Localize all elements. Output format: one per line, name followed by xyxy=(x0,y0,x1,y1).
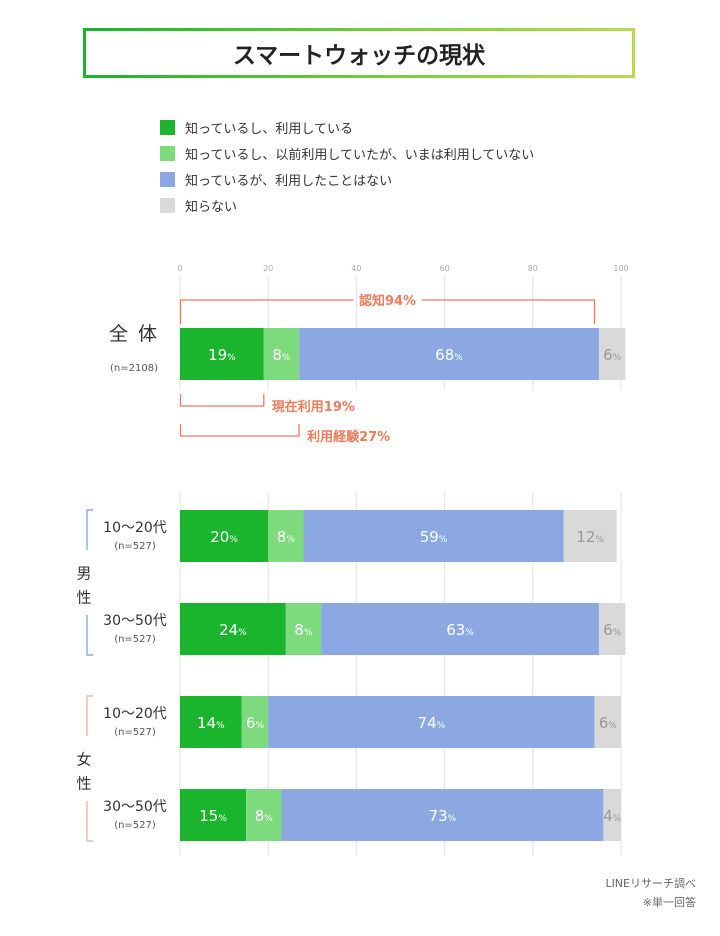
bar-segment xyxy=(281,789,604,841)
x-tick-label: 40 xyxy=(351,264,361,273)
bar-value-label: 4% xyxy=(603,807,622,825)
legend-item: 知っているし、利用している xyxy=(160,114,534,140)
group-label-char: 男 xyxy=(76,565,91,583)
group-bracket xyxy=(86,801,93,842)
bar-value-label: 8% xyxy=(255,807,274,825)
bracket-usage xyxy=(179,394,265,407)
answer-note: ※単一回答 xyxy=(642,896,696,909)
bar-value-label: 15% xyxy=(199,807,227,825)
bar-value-label: 8% xyxy=(272,346,291,364)
bar-segment xyxy=(594,696,621,748)
bar-value-label: 12% xyxy=(576,528,604,546)
legend-swatch xyxy=(160,171,175,187)
group-label-char: 性 xyxy=(76,775,91,793)
legend-item: 知っているし、以前利用していたが、いまは利用していない xyxy=(160,140,534,166)
bar-value-label: 74% xyxy=(418,714,446,732)
source-note: LINEリサーチ調べ xyxy=(605,877,696,890)
row-n-label: (n=527) xyxy=(114,634,156,645)
bar-value-label: 6% xyxy=(603,621,622,639)
bar-segment xyxy=(180,696,242,748)
bar-value-label: 6% xyxy=(599,714,618,732)
row-label: 10〜20代 xyxy=(103,520,167,536)
group-label-char: 女 xyxy=(76,751,91,769)
legend-label: 知っているし、以前利用していたが、いまは利用していない xyxy=(185,147,535,163)
bar-value-label: 68% xyxy=(435,346,463,364)
bar-segment xyxy=(321,603,599,655)
legend-swatch xyxy=(160,197,175,213)
bracket-aware xyxy=(421,299,596,324)
row-label: 30〜50代 xyxy=(103,613,167,629)
legend-swatch xyxy=(160,145,175,161)
bar-value-label: 6% xyxy=(603,346,622,364)
bracket-aware xyxy=(179,299,354,324)
x-tick-label: 20 xyxy=(263,264,273,273)
row-n-label: (n=527) xyxy=(114,820,156,831)
bar-segment xyxy=(180,603,286,655)
bar-segment xyxy=(180,328,264,380)
footer: LINEリサーチ調べ ※単一回答 xyxy=(605,874,696,912)
annotation-label: 利用経験27% xyxy=(307,429,390,445)
row-label: 10〜20代 xyxy=(103,706,167,722)
bar-value-label: 20% xyxy=(210,528,238,546)
chart-title-text: スマートウォッチの現状 xyxy=(232,43,486,69)
bar-segment xyxy=(268,510,304,562)
row-label: 全 体 xyxy=(109,323,159,345)
x-tick-label: 60 xyxy=(440,264,450,273)
bar-segment xyxy=(180,510,269,562)
legend-label: 知らない xyxy=(185,199,238,215)
legend-item: 知らない xyxy=(160,192,534,218)
group-bracket xyxy=(86,509,93,550)
bar-segment xyxy=(268,696,595,748)
bar-segment xyxy=(241,696,269,748)
group-bracket xyxy=(86,615,93,656)
bracket-usage xyxy=(179,424,300,437)
chart-title: スマートウォッチの現状 xyxy=(83,28,635,78)
bar-segment xyxy=(180,789,247,841)
legend-swatch xyxy=(160,119,175,135)
annotation-label: 現在利用19% xyxy=(272,399,355,415)
legend: 知っているし、利用している 知っているし、以前利用していたが、いまは利用していな… xyxy=(160,114,534,218)
bar-value-label: 6% xyxy=(246,714,265,732)
group-label-char: 性 xyxy=(76,589,91,607)
bar-segment xyxy=(598,328,626,380)
bar-value-label: 19% xyxy=(208,346,236,364)
legend-label: 知っているし、利用している xyxy=(185,121,353,137)
x-tick-label: 0 xyxy=(177,264,182,273)
bar-value-label: 73% xyxy=(429,807,457,825)
bar-value-label: 24% xyxy=(219,621,247,639)
bar-segment xyxy=(299,328,599,380)
row-n-label: (n=527) xyxy=(114,727,156,738)
row-n-label: (n=527) xyxy=(114,541,156,552)
row-n-label: (n=2108) xyxy=(110,363,158,374)
group-bracket xyxy=(86,695,93,736)
bar-value-label: 14% xyxy=(197,714,225,732)
bar-segment xyxy=(263,328,300,380)
bar-segment xyxy=(246,789,282,841)
bar-value-label: 63% xyxy=(446,621,474,639)
bar-segment xyxy=(303,510,564,562)
bar-value-label: 8% xyxy=(277,528,296,546)
x-tick-label: 80 xyxy=(528,264,538,273)
bar-segment xyxy=(603,789,621,841)
row-label: 30〜50代 xyxy=(103,799,167,815)
bar-value-label: 59% xyxy=(420,528,448,546)
bar-segment xyxy=(563,510,617,562)
annotation-label: 認知94% xyxy=(359,293,416,309)
legend-label: 知っているが、利用したことはない xyxy=(185,173,393,189)
bar-value-label: 8% xyxy=(294,621,313,639)
bar-segment xyxy=(598,603,626,655)
legend-item: 知っているが、利用したことはない xyxy=(160,166,534,192)
x-tick-label: 100 xyxy=(613,264,628,273)
bar-segment xyxy=(285,603,322,655)
